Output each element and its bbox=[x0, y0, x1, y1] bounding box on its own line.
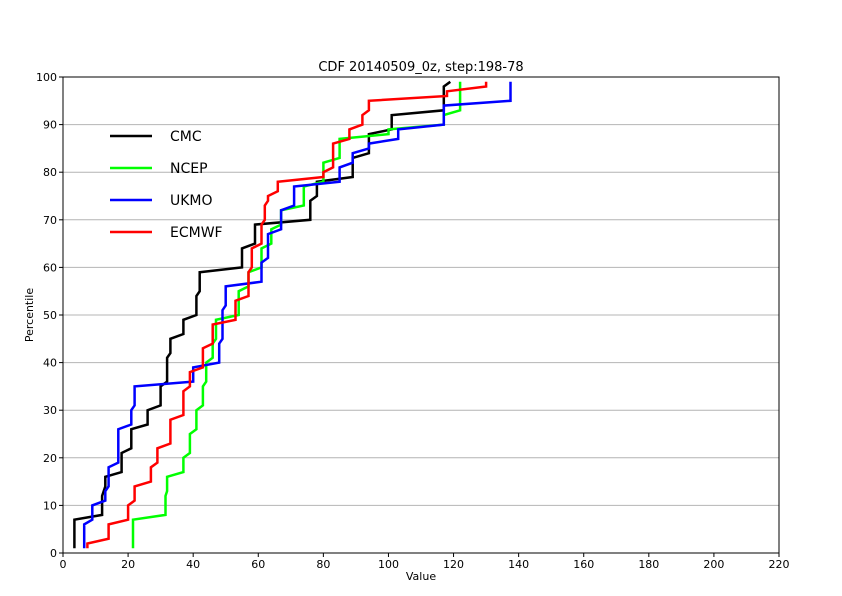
x-tick-label: 160 bbox=[573, 558, 594, 571]
series-line-ncep bbox=[131, 81, 462, 549]
legend-label-ukmo: UKMO bbox=[170, 193, 213, 209]
x-tick-label: 20 bbox=[121, 558, 135, 571]
y-tick-label: 100 bbox=[36, 71, 57, 84]
x-tick-label: 60 bbox=[251, 558, 265, 571]
x-tick-label: 200 bbox=[703, 558, 724, 571]
y-tick-label: 40 bbox=[43, 357, 57, 370]
y-tick-label: 90 bbox=[43, 119, 57, 132]
x-tick-label: 0 bbox=[60, 558, 67, 571]
x-axis-title: Value bbox=[406, 570, 436, 583]
y-tick-label: 60 bbox=[43, 261, 57, 274]
series-line-cmc bbox=[73, 80, 452, 549]
x-tick-label: 140 bbox=[508, 558, 529, 571]
y-axis-title: Percentile bbox=[23, 288, 36, 343]
legend-label-ncep: NCEP bbox=[170, 161, 208, 177]
legend: CMC NCEP UKMO ECMWF bbox=[110, 129, 223, 241]
plot-frame bbox=[62, 76, 780, 554]
series-lines bbox=[73, 80, 512, 549]
x-tick-label: 120 bbox=[443, 558, 464, 571]
y-tick-label: 0 bbox=[50, 547, 57, 560]
x-tick-label: 220 bbox=[769, 558, 790, 571]
series-line-ecmwf bbox=[86, 81, 488, 549]
y-tick-label: 10 bbox=[43, 499, 57, 512]
legend-label-cmc: CMC bbox=[170, 129, 202, 145]
chart-title: CDF 20140509_0z, step:198-78 bbox=[318, 60, 523, 75]
series-line-ukmo bbox=[82, 81, 512, 549]
x-tick-label: 80 bbox=[316, 558, 330, 571]
y-tick-label: 50 bbox=[43, 309, 57, 322]
y-tick-label: 70 bbox=[43, 214, 57, 227]
x-tick-label: 40 bbox=[186, 558, 200, 571]
x-tick-label: 180 bbox=[638, 558, 659, 571]
y-tick-label: 30 bbox=[43, 404, 57, 417]
x-tick-label: 100 bbox=[378, 558, 399, 571]
y-tick-label: 20 bbox=[43, 452, 57, 465]
y-tick-label: 80 bbox=[43, 166, 57, 179]
axis-ticks: 0 10 20 30 40 50 60 70 80 90 100 0 20 40 60 80 100 120 140… bbox=[36, 71, 790, 571]
legend-label-ecmwf: ECMWF bbox=[170, 225, 223, 241]
